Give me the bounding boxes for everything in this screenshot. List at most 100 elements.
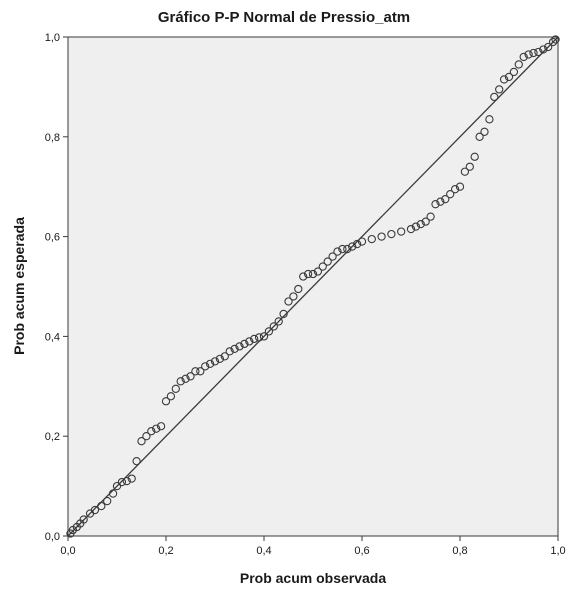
data-point <box>225 347 234 356</box>
data-point <box>338 244 347 254</box>
y-tick-label: 0,2 <box>45 431 60 443</box>
data-point <box>504 72 514 82</box>
x-tick-label: 0,0 <box>60 545 75 557</box>
data-point <box>264 327 274 336</box>
y-tick-label: 0,8 <box>45 132 60 144</box>
data-point <box>220 352 229 361</box>
data-point <box>132 456 141 466</box>
data-point <box>544 42 553 52</box>
data-point <box>460 167 470 176</box>
data-point <box>161 397 171 406</box>
data-point <box>539 45 548 54</box>
data-point <box>181 374 190 383</box>
data-point <box>147 427 156 436</box>
data-point <box>318 262 327 271</box>
data-point <box>97 501 106 511</box>
data-point <box>343 244 352 254</box>
data-point <box>259 332 269 341</box>
data-point <box>387 229 396 239</box>
y-tick-label: 0,0 <box>45 531 60 543</box>
data-point <box>426 212 435 221</box>
points-layer <box>66 35 560 538</box>
data-point <box>313 267 323 276</box>
data-point <box>186 372 195 381</box>
y-axis-ticks: 0,0 0,2 0,4 0,6 0,8 1,0 <box>45 32 68 543</box>
chart-title: Gráfico P-P Normal de Pressio_atm <box>158 9 410 26</box>
data-point <box>79 515 88 524</box>
data-point <box>210 357 220 366</box>
data-point <box>446 190 455 199</box>
data-point <box>289 292 298 301</box>
data-point <box>274 317 283 326</box>
data-point <box>235 342 244 351</box>
data-point <box>323 257 332 266</box>
data-point <box>534 47 543 57</box>
data-point <box>156 422 166 431</box>
data-point <box>397 227 406 236</box>
data-point <box>127 474 136 483</box>
data-point <box>303 269 313 279</box>
data-point <box>357 237 367 246</box>
data-point <box>230 344 239 354</box>
data-point <box>509 67 519 77</box>
y-axis-label: Prob acum esperada <box>11 217 27 355</box>
data-point <box>450 185 460 194</box>
data-point <box>294 284 303 294</box>
data-point <box>201 362 210 371</box>
reference-line <box>67 36 559 537</box>
data-point <box>352 239 362 249</box>
data-point <box>284 297 293 306</box>
data-point <box>152 424 161 433</box>
data-point <box>90 505 100 515</box>
data-point <box>166 392 176 401</box>
data-point <box>137 437 146 446</box>
x-axis-label: Prob acum observada <box>240 570 386 586</box>
x-tick-label: 1,0 <box>550 545 565 557</box>
data-point <box>191 367 200 376</box>
x-tick-label: 0,6 <box>354 545 369 557</box>
data-point <box>465 162 474 171</box>
data-point <box>519 52 528 62</box>
data-point <box>421 217 430 226</box>
data-point <box>328 252 337 261</box>
data-point <box>485 115 494 124</box>
x-tick-label: 0,8 <box>452 545 467 557</box>
y-tick-label: 0,4 <box>45 331 60 343</box>
data-point <box>406 224 416 234</box>
data-point <box>490 92 499 102</box>
data-point <box>514 60 523 69</box>
y-tick-label: 0,6 <box>45 232 60 244</box>
data-point <box>411 222 421 231</box>
data-point <box>269 322 278 331</box>
data-point <box>470 152 479 161</box>
data-point <box>548 37 558 47</box>
data-point <box>205 359 215 368</box>
data-point <box>250 334 259 344</box>
data-point <box>551 35 560 44</box>
data-point <box>377 232 386 241</box>
data-point <box>142 432 151 441</box>
data-point <box>524 50 533 59</box>
data-point <box>279 309 288 319</box>
data-point <box>112 481 122 491</box>
data-point <box>299 272 308 281</box>
data-point <box>196 367 205 376</box>
data-point <box>254 333 264 342</box>
data-point <box>441 195 450 204</box>
data-point <box>176 377 185 386</box>
data-point <box>103 496 112 506</box>
data-point <box>495 85 504 94</box>
data-point <box>215 354 225 364</box>
data-point <box>308 269 318 279</box>
data-point <box>529 48 538 58</box>
data-point <box>108 489 118 498</box>
y-tick-label: 1,0 <box>45 32 60 44</box>
data-point <box>455 182 465 191</box>
x-axis-ticks: 0,0 0,2 0,4 0,6 0,8 1,0 <box>60 536 566 557</box>
data-point <box>367 234 376 244</box>
data-point <box>122 476 131 486</box>
data-point <box>240 339 249 349</box>
data-point <box>475 132 484 141</box>
